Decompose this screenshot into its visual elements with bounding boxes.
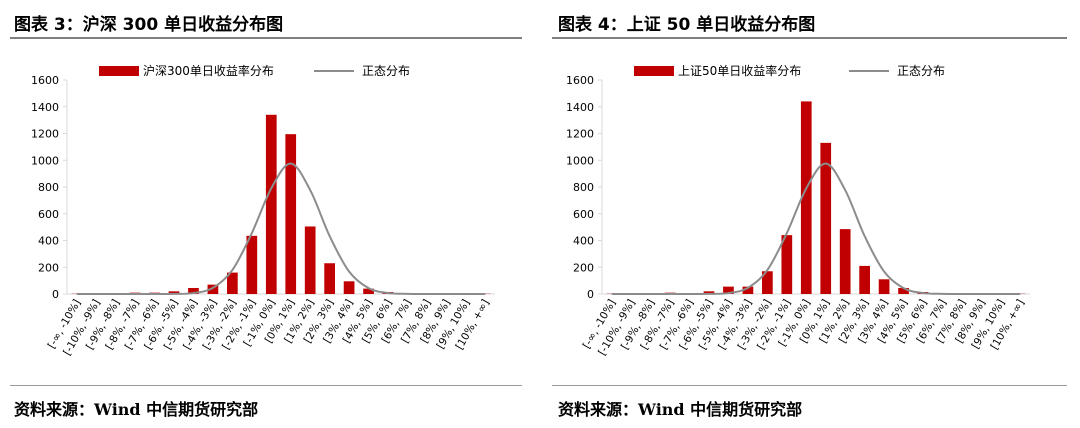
y-tick-label: 600 <box>573 208 594 221</box>
bar <box>742 286 754 294</box>
y-tick-label: 1600 <box>566 74 594 87</box>
bar <box>343 281 355 294</box>
y-tick-label: 800 <box>573 181 594 194</box>
legend-bar-label: 沪深300单日收益率分布 <box>143 63 274 78</box>
y-tick-label: 0 <box>52 288 59 301</box>
y-tick-label: 1400 <box>566 101 594 114</box>
source-rule <box>10 385 522 386</box>
normal-curve <box>76 162 486 296</box>
y-tick-label: 1000 <box>31 154 59 167</box>
y-tick-label: 1400 <box>31 101 59 114</box>
legend-bar-label: 上证50单日收益率分布 <box>678 63 801 78</box>
y-tick-label: 200 <box>573 261 594 274</box>
source-rule <box>552 385 1067 386</box>
y-tick-label: 1000 <box>566 154 594 167</box>
bar <box>898 287 909 294</box>
bar <box>800 101 812 295</box>
bar <box>839 229 851 294</box>
chart-title-sz50: 图表 4：上证 50 单日收益分布图 <box>558 15 816 35</box>
bar <box>168 291 180 294</box>
bar <box>207 284 219 294</box>
normal-curve <box>611 162 1021 296</box>
bar <box>265 114 277 294</box>
bar <box>324 263 335 294</box>
bar <box>723 286 734 294</box>
title-rule <box>10 37 522 39</box>
bar <box>304 226 316 294</box>
bar <box>878 279 890 294</box>
bar <box>703 291 715 294</box>
source-note-sz50: 资料来源：Wind 中信期货研究部 <box>558 400 803 419</box>
y-tick-label: 1600 <box>31 74 59 87</box>
legend-bar-swatch <box>99 66 139 76</box>
legend-bar-swatch <box>634 66 674 76</box>
y-tick-label: 200 <box>38 261 59 274</box>
title-rule <box>552 37 1067 39</box>
chart-title-hs300: 图表 3：沪深 300 单日收益分布图 <box>14 15 284 35</box>
legend-line-label: 正态分布 <box>362 64 410 78</box>
source-note-hs300: 资料来源：Wind 中信期货研究部 <box>14 400 259 419</box>
bar <box>762 271 773 294</box>
bar <box>781 235 793 294</box>
y-tick-label: 1200 <box>31 128 59 141</box>
bar <box>820 142 832 294</box>
y-tick-label: 800 <box>38 181 59 194</box>
bar <box>363 288 374 294</box>
y-tick-label: 400 <box>573 235 594 248</box>
bar <box>285 134 297 294</box>
bar <box>859 265 870 294</box>
legend-line-label: 正态分布 <box>897 64 945 78</box>
y-tick-label: 600 <box>38 208 59 221</box>
y-tick-label: 1200 <box>566 128 594 141</box>
bar <box>246 235 258 294</box>
y-tick-label: 400 <box>38 235 59 248</box>
y-tick-label: 0 <box>587 288 594 301</box>
bar <box>227 272 238 294</box>
bar <box>188 287 199 294</box>
chart-panel-hs300: 图表 3：沪深 300 单日收益分布图 0 200 400 600 800 1000 120… <box>10 15 522 419</box>
chart-panel-sz50: 图表 4：上证 50 单日收益分布图 0 200 400 600 800 1000 1200… <box>540 0 1080 428</box>
